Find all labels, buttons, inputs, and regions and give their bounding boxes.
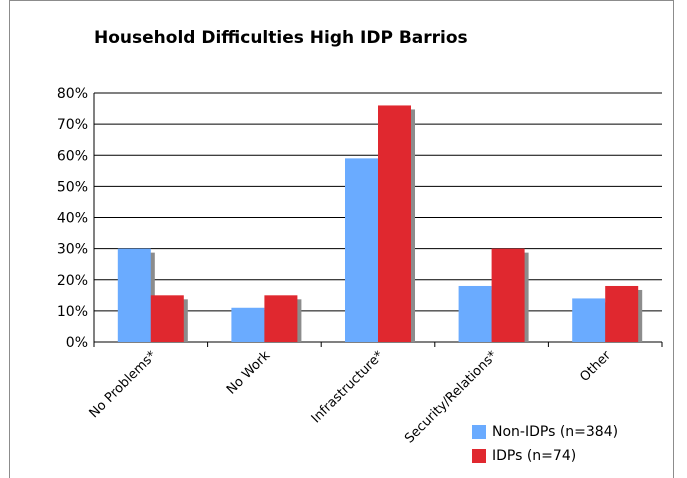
y-tick-label: 20% <box>57 273 88 289</box>
legend-item-non-idps: Non-IDPs (n=384) <box>472 420 618 444</box>
bar-non-idps <box>458 285 492 342</box>
bar-non-idps <box>345 158 378 342</box>
bar-idps <box>605 285 639 342</box>
y-tick-label: 80% <box>57 86 88 102</box>
legend-swatch-non-idps <box>472 425 486 439</box>
bar-idps <box>264 295 298 342</box>
bar-non-idps <box>231 307 265 342</box>
x-tick-label: No Problems* <box>87 348 160 421</box>
x-tick-label: Infrastructure* <box>309 348 387 426</box>
y-tick-label: 70% <box>57 117 88 133</box>
bar-idps <box>150 295 184 342</box>
chart-frame <box>9 0 674 478</box>
y-tick-label: 60% <box>57 148 88 164</box>
legend: Non-IDPs (n=384) IDPs (n=74) <box>472 420 618 468</box>
legend-swatch-idps <box>472 449 486 463</box>
y-tick-label: 30% <box>57 242 88 258</box>
y-tick-label: 10% <box>57 304 88 320</box>
legend-label-non-idps: Non-IDPs (n=384) <box>492 424 619 440</box>
y-tick-label: 50% <box>57 179 88 195</box>
legend-item-idps: IDPs (n=74) <box>472 444 618 468</box>
legend-label-idps: IDPs (n=74) <box>492 448 577 464</box>
y-tick-label: 40% <box>57 211 88 227</box>
x-tick-label: Other <box>577 348 614 385</box>
bar-idps <box>491 248 525 342</box>
bar-non-idps <box>117 248 151 342</box>
bar-idps <box>378 105 411 342</box>
chart-title: Household Difficulties High IDP Barrios <box>94 28 468 48</box>
y-tick-label: 0% <box>66 335 88 351</box>
x-tick-label: No Work <box>224 348 274 398</box>
bar-non-idps <box>572 298 606 342</box>
